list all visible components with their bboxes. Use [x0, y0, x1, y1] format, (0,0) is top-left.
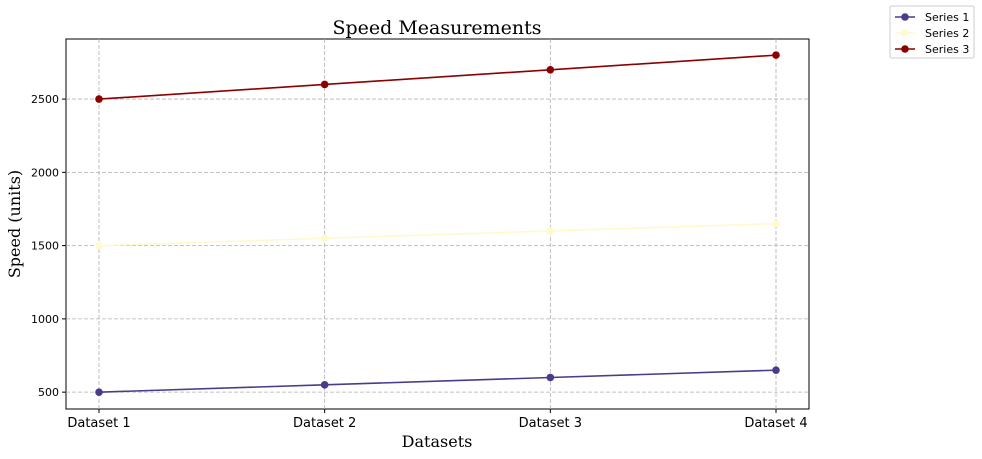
- data-point: [95, 241, 103, 250]
- legend-entry: Series 3: [895, 43, 969, 56]
- plot-area: [65, 38, 810, 410]
- data-point: [546, 373, 555, 382]
- series-line: [98, 54, 777, 100]
- series-1: [95, 366, 780, 396]
- data-point: [95, 388, 103, 396]
- data-point: [772, 366, 780, 374]
- legend: Series 1 Series 2 Series 3: [889, 5, 975, 59]
- y-axis-ticks: 500 1000 1500 2000 2500: [31, 93, 66, 399]
- series-line: [98, 369, 777, 393]
- data-point: [320, 234, 329, 243]
- legend-entries: Series 1 Series 2 Series 3: [895, 11, 969, 56]
- legend-box: [889, 5, 975, 59]
- x-tick-label: Dataset 3: [519, 416, 582, 431]
- y-tick-label: 2000: [31, 166, 59, 179]
- x-axis-ticks: Dataset 1 Dataset 2 Dataset 3 Dataset 4: [67, 409, 808, 431]
- data-point: [772, 219, 780, 228]
- y-tick-label: 2500: [31, 93, 59, 106]
- legend-label: Series 2: [925, 27, 969, 40]
- legend-marker: [901, 45, 909, 53]
- data-point: [546, 227, 555, 235]
- series-lines: [95, 51, 780, 396]
- data-point: [772, 51, 780, 59]
- legend-entry: Series 2: [895, 27, 969, 40]
- x-axis-label: Datasets: [402, 432, 473, 451]
- y-axis-label: Speed (units): [5, 170, 24, 278]
- x-tick-label: Dataset 4: [744, 416, 807, 431]
- series-line: [98, 222, 777, 247]
- y-tick-label: 1000: [31, 313, 59, 326]
- chart-title: Speed Measurements: [332, 17, 541, 39]
- legend-entry: Series 1: [895, 11, 969, 24]
- data-point: [320, 381, 329, 389]
- legend-label: Series 1: [925, 11, 969, 24]
- x-tick-label: Dataset 1: [67, 416, 130, 431]
- legend-marker: [901, 29, 909, 37]
- legend-marker: [901, 13, 909, 21]
- series-3: [95, 51, 780, 103]
- legend-label: Series 3: [925, 43, 969, 56]
- y-tick-label: 500: [38, 386, 59, 399]
- x-tick-label: Dataset 2: [293, 416, 356, 431]
- data-point: [546, 65, 555, 74]
- data-point: [320, 80, 329, 89]
- series-2: [95, 219, 780, 250]
- data-point: [95, 95, 103, 103]
- y-tick-label: 1500: [31, 240, 59, 253]
